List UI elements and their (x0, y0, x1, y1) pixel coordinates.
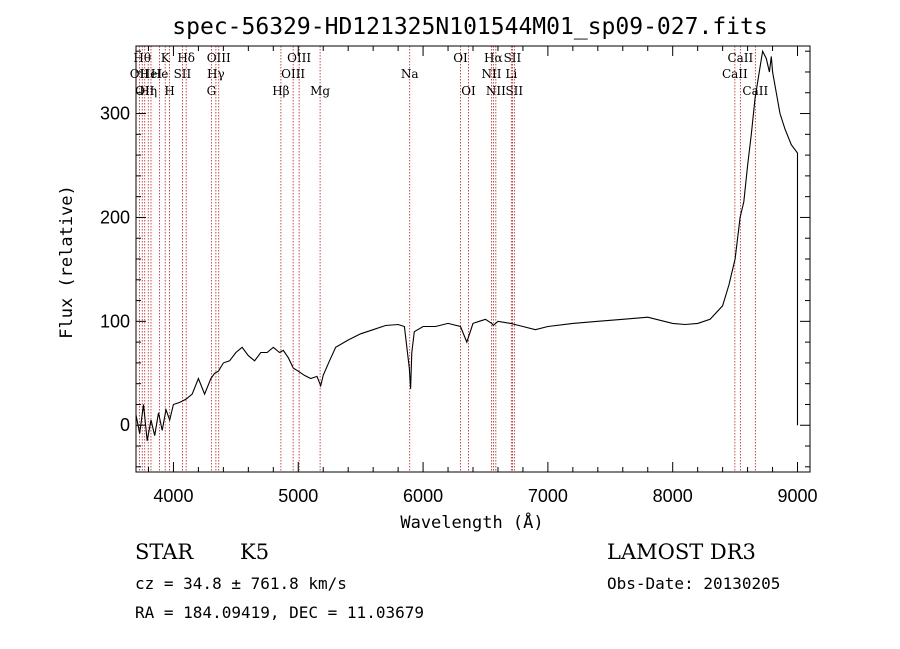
emission-line-label: NII (481, 67, 501, 81)
emission-line-label: SII (504, 51, 522, 65)
emission-line-label: SII (174, 67, 192, 81)
emission-line-label: Hθ (133, 51, 151, 65)
emission-line-label: SII (505, 84, 523, 98)
x-tick-label: 5000 (278, 486, 318, 506)
emission-line-label: Hα (484, 51, 503, 65)
emission-line-label: OIII (281, 67, 305, 81)
emission-line-label: K (161, 51, 171, 65)
y-tick-label: 100 (100, 311, 130, 331)
y-tick-label: 300 (100, 104, 130, 124)
emission-line-label: Hδ (177, 51, 195, 65)
y-tick-label: 200 (100, 207, 130, 227)
emission-line-label: CaII (742, 84, 768, 98)
plot-frame (135, 45, 811, 473)
coordinates: RA = 184.09419, DEC = 11.03679 (135, 603, 424, 622)
emission-line-label: H (164, 84, 174, 98)
emission-line-label: HeI (140, 67, 163, 81)
emission-line-label: Hγ (207, 67, 225, 81)
emission-line-label: CaII (727, 51, 753, 65)
emission-line-label: OI (453, 51, 468, 65)
emission-line-label: Hβ (272, 84, 289, 98)
emission-line-label: Mg (310, 84, 330, 98)
emission-line-label: OIII (207, 51, 231, 65)
emission-line-label: NII (486, 84, 506, 98)
emission-line-label: Na (401, 67, 419, 81)
obs-date: Obs-Date: 20130205 (607, 574, 781, 593)
redshift-text: cz = 34.8 ± 761.8 km/s (135, 574, 347, 593)
x-tick-label: 8000 (653, 486, 693, 506)
y-tick-label: 0 (120, 415, 130, 435)
chart-title: spec-56329-HD121325N101544M01_sp09-027.f… (172, 14, 767, 40)
emission-line-markers (138, 46, 756, 472)
emission-line-label: Li (505, 67, 517, 81)
x-tick-label: 7000 (528, 486, 568, 506)
emission-line-labels: OIIHθOIIHηHeIHeKHSIIHδGHγOIIIHβOIIIOIIIM… (130, 51, 769, 98)
x-tick-label: 9000 (777, 486, 817, 506)
y-axis-label: Flux (relative) (57, 185, 77, 339)
axis-ticks (136, 46, 810, 472)
emission-line-label: He (151, 67, 169, 81)
axis-tick-labels: 4000 5000 6000 7000 8000 9000 0 100 200 300 (100, 104, 818, 506)
emission-line-label: OI (461, 84, 476, 98)
survey-name: LAMOST DR3 (607, 540, 756, 564)
object-class: STAR (135, 540, 194, 564)
spectrum-line (135, 49, 799, 441)
emission-line-label: CaII (722, 67, 748, 81)
emission-line-label: G (207, 84, 217, 98)
emission-line-label: OII (135, 84, 155, 98)
emission-line-label: OII (130, 67, 150, 81)
emission-line-label: OIII (287, 51, 311, 65)
spectral-subclass: K5 (240, 540, 270, 564)
emission-line-label: Hη (139, 84, 157, 98)
x-tick-label: 4000 (153, 486, 193, 506)
x-axis-label: Wavelength (Å) (400, 511, 543, 533)
x-tick-label: 6000 (403, 486, 443, 506)
